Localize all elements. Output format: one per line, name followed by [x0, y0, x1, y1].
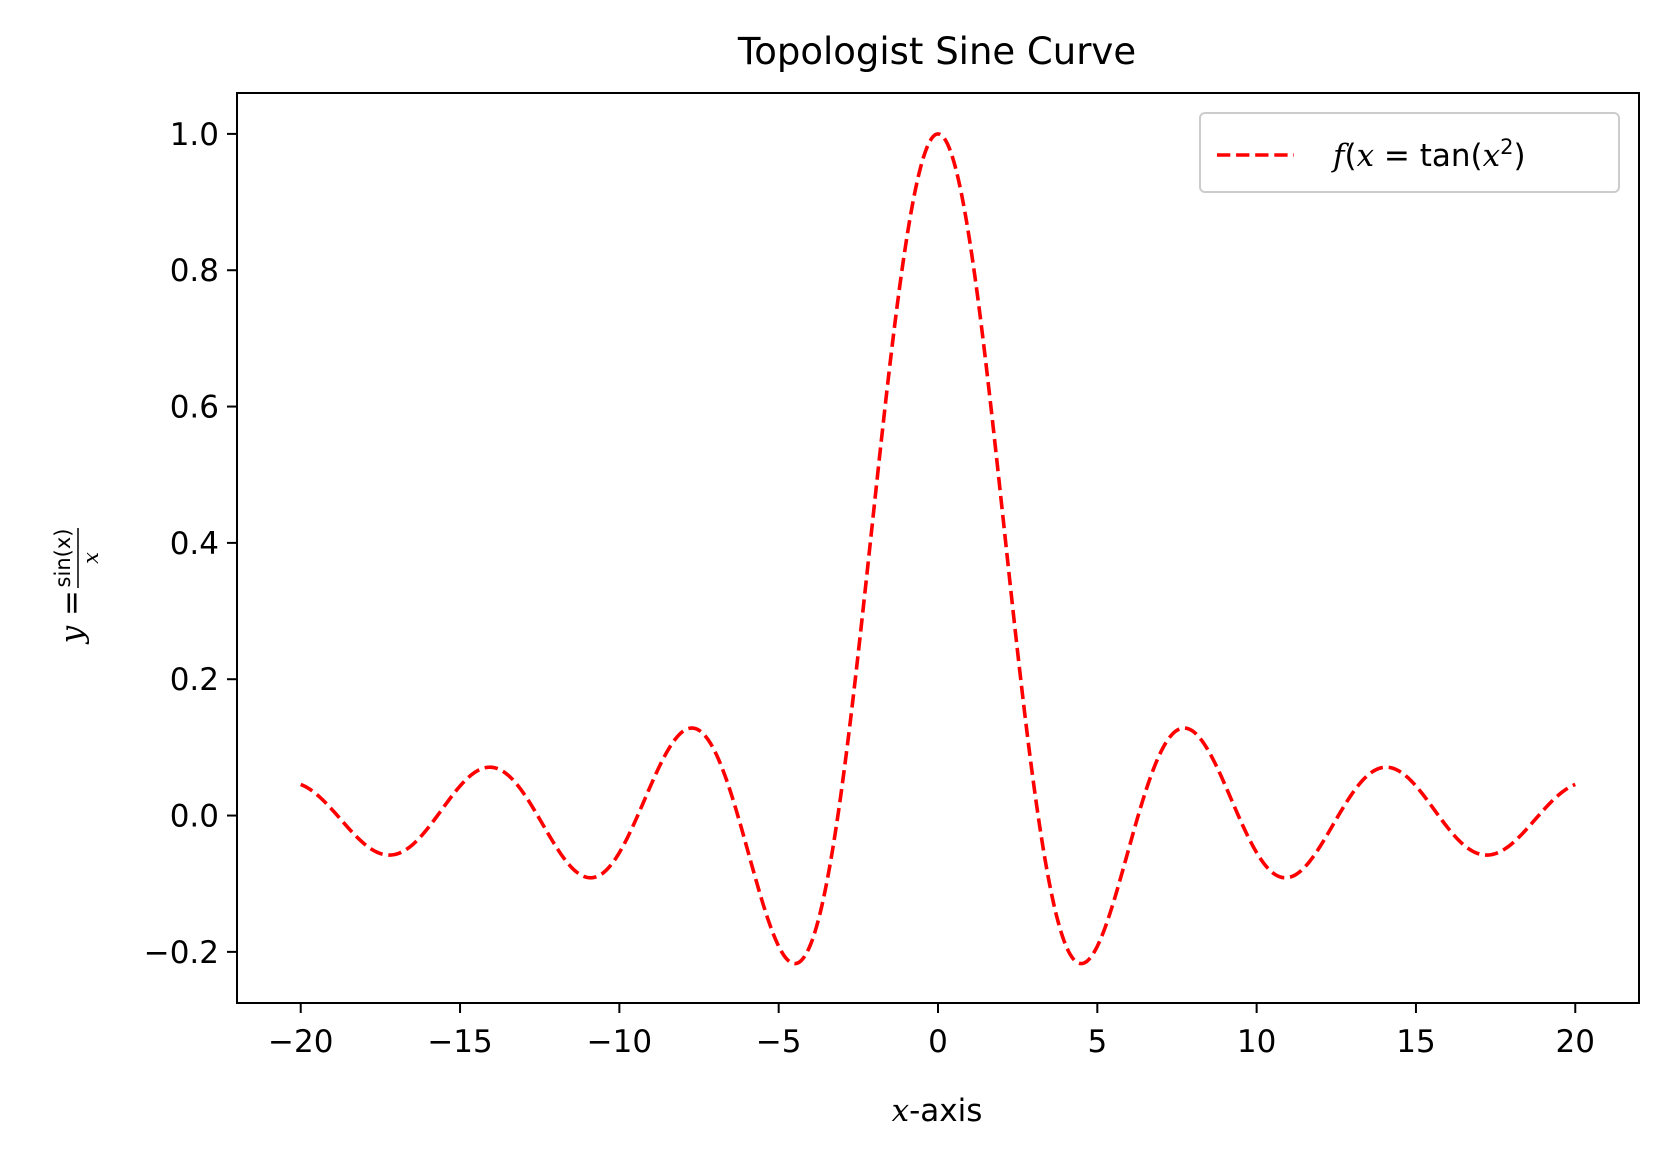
- y-axis-label-denominator: x: [79, 552, 103, 564]
- x-axis: −20 −15 −10 −5 0 5 10 15 20: [268, 1003, 1595, 1060]
- y-tick-label: 0.6: [170, 390, 219, 426]
- x-axis-label-rest: -axis: [909, 1093, 982, 1129]
- legend-label: f(x = tan(x2): [1331, 135, 1526, 174]
- x-tick-label: −10: [587, 1024, 652, 1060]
- y-axis: −0.2 0.0 0.2 0.4 0.6 0.8 1.0: [144, 117, 237, 971]
- y-axis-label-numerator: sin(x): [51, 529, 75, 588]
- y-axis-label-lhs: y =: [54, 590, 90, 645]
- x-tick-label: −5: [756, 1024, 802, 1060]
- y-axis-label: y = sin(x) x: [51, 528, 103, 645]
- y-tick-label: 0.4: [170, 526, 219, 562]
- y-tick-label: 1.0: [170, 117, 219, 153]
- y-tick-label: 0.0: [170, 799, 219, 835]
- legend-box: [1199, 112, 1620, 193]
- series-line: [300, 132, 1576, 966]
- x-tick-label: 5: [1087, 1024, 1107, 1060]
- plot-area: [237, 93, 1639, 1003]
- x-tick-label: −15: [427, 1024, 492, 1060]
- x-tick-label: 20: [1556, 1024, 1595, 1060]
- y-tick-label: 0.2: [170, 662, 219, 698]
- x-axis-label-var: x: [892, 1093, 910, 1129]
- chart-title: Topologist Sine Curve: [737, 30, 1136, 73]
- y-tick-label: 0.8: [170, 253, 219, 289]
- x-tick-label: 0: [928, 1024, 948, 1060]
- x-tick-label: 10: [1237, 1024, 1276, 1060]
- x-tick-label: 15: [1396, 1024, 1435, 1060]
- x-axis-label: x-axis: [892, 1093, 983, 1129]
- legend: f(x = tan(x2): [1199, 112, 1620, 193]
- x-tick-label: −20: [268, 1024, 333, 1060]
- y-tick-label: −0.2: [144, 935, 219, 971]
